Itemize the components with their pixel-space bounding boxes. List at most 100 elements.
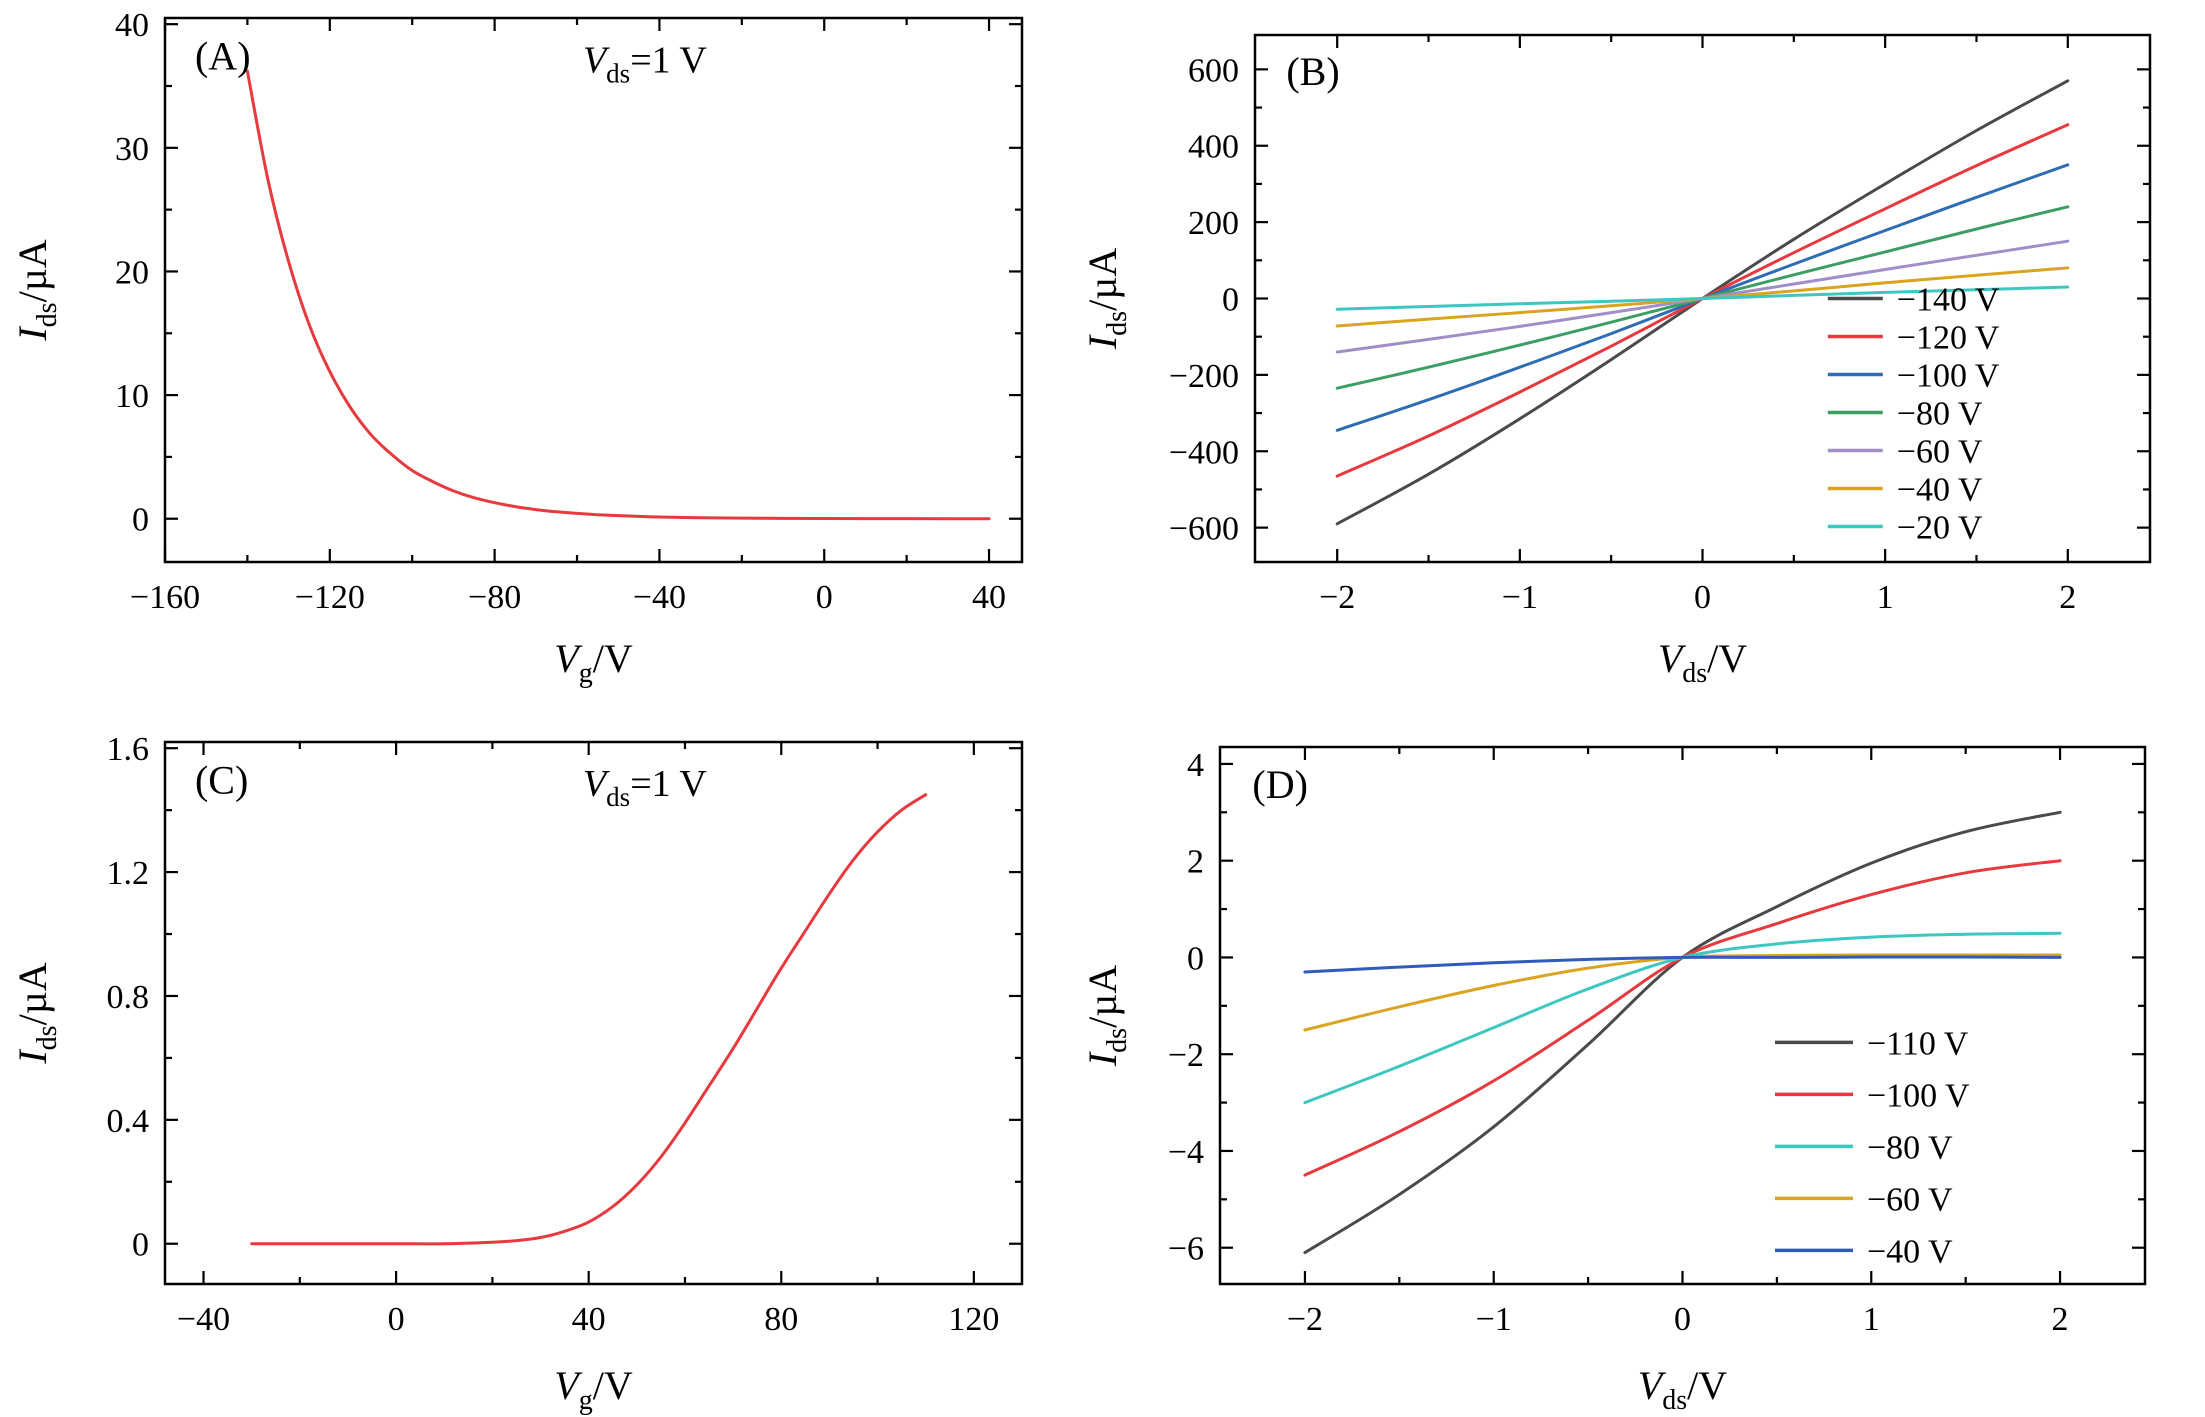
legend-item: −60 V — [1775, 1181, 1953, 1218]
y-tick-label: −6 — [1168, 1231, 1204, 1268]
plot-frame — [163, 16, 1024, 564]
series-line-transfer-curve — [250, 793, 928, 1246]
legend-item: −40 V — [1775, 1233, 1953, 1270]
panel-label: (B) — [1286, 49, 1339, 94]
y-axis-label: Ids/µA — [1080, 248, 1133, 350]
legend-label: −80 V — [1867, 1129, 1953, 1166]
x-tick-label: 80 — [764, 1301, 798, 1338]
x-tick-label: 0 — [1674, 1301, 1691, 1338]
x-tick-label: −40 — [177, 1301, 230, 1338]
x-tick-label: 0 — [816, 579, 833, 616]
legend-item: −100 V — [1827, 358, 2000, 395]
x-tick-label: 0 — [388, 1301, 405, 1338]
ticks — [165, 742, 1022, 1284]
y-tick-label: 0 — [1222, 282, 1239, 319]
x-axis-label: Vds/V — [1638, 1363, 1727, 1416]
ticks — [163, 18, 1022, 562]
legend-item: −80 V — [1775, 1129, 1953, 1166]
chart-A: −160 −120 −80 −40 0 40 0 10 20 30 40 (A) Vds=1 V Vg/V… — [10, 7, 1024, 689]
legend-label: −40 V — [1867, 1233, 1953, 1270]
y-tick-label: −600 — [1169, 511, 1239, 548]
panel-A: −160 −120 −80 −40 0 40 0 10 20 30 40 (A) Vds=1 V Vg/V… — [0, 0, 1070, 690]
y-tick-label: −4 — [1168, 1134, 1204, 1171]
legend-label: −100 V — [1867, 1077, 1970, 1114]
legend-item: −110 V — [1775, 1025, 1969, 1062]
x-tick-label: −120 — [295, 579, 365, 616]
y-tick-label: 400 — [1188, 129, 1239, 166]
legend-item: −20 V — [1827, 510, 1983, 547]
series-line-transfer-curve — [245, 69, 991, 521]
x-tick-label: −1 — [1476, 1301, 1512, 1338]
y-tick-label: 1.2 — [107, 855, 150, 892]
series-line-−20 V — [1335, 285, 2070, 311]
legend-item: −60 V — [1827, 434, 1983, 471]
y-tick-label: 4 — [1187, 747, 1204, 784]
panel-label: (D) — [1252, 762, 1308, 807]
x-tick-label: −80 — [468, 579, 521, 616]
series-line-−40 V — [1303, 955, 2062, 974]
legend: −140 V−120 V−100 V−80 V−60 V−40 V−20 V — [1827, 282, 2000, 547]
y-tick-label: 10 — [115, 378, 149, 415]
x-tick-label: 2 — [2052, 1301, 2069, 1338]
x-tick-label: 40 — [572, 1301, 606, 1338]
legend: −110 V −100 V −80 V −60 V −40 V — [1775, 1025, 1970, 1270]
x-tick-label: 40 — [972, 579, 1006, 616]
y-tick-label: 20 — [115, 254, 149, 291]
y-tick-label: 1.6 — [107, 731, 150, 768]
y-tick-label: 200 — [1188, 205, 1239, 242]
chart-C: −40 0 40 80 120 0 0.4 0.8 1.2 1.6 (C) Vds=1 V Vg/V Id… — [10, 731, 1024, 1416]
panel-label: (C) — [195, 757, 248, 802]
x-tick-label: −160 — [130, 579, 200, 616]
legend-label: −110 V — [1867, 1025, 1969, 1062]
y-axis-label: Ids/µA — [10, 239, 63, 341]
x-tick-label: −2 — [1287, 1301, 1323, 1338]
ticks — [1255, 35, 2150, 562]
legend-label: −20 V — [1897, 510, 1983, 547]
legend-item: −100 V — [1775, 1077, 1970, 1114]
y-tick-label: 2 — [1187, 844, 1204, 881]
y-tick-label: 0 — [1187, 940, 1204, 977]
ticks — [1220, 747, 2145, 1284]
x-tick-label: −2 — [1319, 579, 1355, 616]
y-axis-label: Ids/µA — [1080, 965, 1133, 1067]
annotation-vds: Vds=1 V — [583, 39, 707, 88]
y-tick-label: 40 — [115, 7, 149, 44]
legend-label: −120 V — [1897, 320, 2000, 357]
legend-label: −40 V — [1897, 472, 1983, 509]
y-tick-label: −200 — [1169, 358, 1239, 395]
y-tick-label: 0.4 — [107, 1103, 150, 1140]
plot-frame — [163, 740, 1024, 1286]
panel-B: −2 −1 0 1 2 −600 −400 −200 0 200 400 600 (B) Vds/V Ids… — [1070, 0, 2205, 690]
x-axis-label: Vg/V — [554, 1363, 633, 1416]
legend-item: −140 V — [1827, 282, 2000, 319]
legend-item: −40 V — [1827, 472, 1983, 509]
y-axis-label: Ids/µA — [10, 962, 63, 1064]
legend-label: −60 V — [1897, 434, 1983, 471]
x-tick-label: −1 — [1502, 579, 1538, 616]
x-axis-label: Vds/V — [1658, 636, 1747, 689]
y-tick-label: 0 — [132, 502, 149, 539]
y-tick-label: 600 — [1188, 52, 1239, 89]
legend-label: −140 V — [1897, 282, 2000, 319]
y-tick-label: 30 — [115, 131, 149, 168]
legend-label: −60 V — [1867, 1181, 1953, 1218]
legend-label: −80 V — [1897, 396, 1983, 433]
x-tick-label: 0 — [1694, 579, 1711, 616]
y-tick-label: −2 — [1168, 1037, 1204, 1074]
panel-D: −2 −1 0 1 2 −6 −4 −2 0 2 4 (D) Vds/V Ids/µA −110 V −100… — [1070, 717, 2205, 1417]
legend-item: −120 V — [1827, 320, 2000, 357]
x-tick-label: 1 — [1863, 1301, 1880, 1338]
y-tick-label: −400 — [1169, 434, 1239, 471]
chart-D: −2 −1 0 1 2 −6 −4 −2 0 2 4 (D) Vds/V Ids/µA −110 V −100… — [1080, 745, 2147, 1416]
x-tick-label: 2 — [2059, 579, 2076, 616]
annotation-vds: Vds=1 V — [583, 763, 707, 812]
panel-label: (A) — [195, 34, 251, 79]
series-line-−100 V — [1303, 859, 2062, 1177]
legend-item: −80 V — [1827, 396, 1983, 433]
y-tick-label: 0 — [132, 1227, 149, 1264]
x-tick-label: 1 — [1877, 579, 1894, 616]
x-tick-label: 120 — [948, 1301, 999, 1338]
legend-label: −100 V — [1897, 358, 2000, 395]
x-tick-label: −40 — [633, 579, 686, 616]
